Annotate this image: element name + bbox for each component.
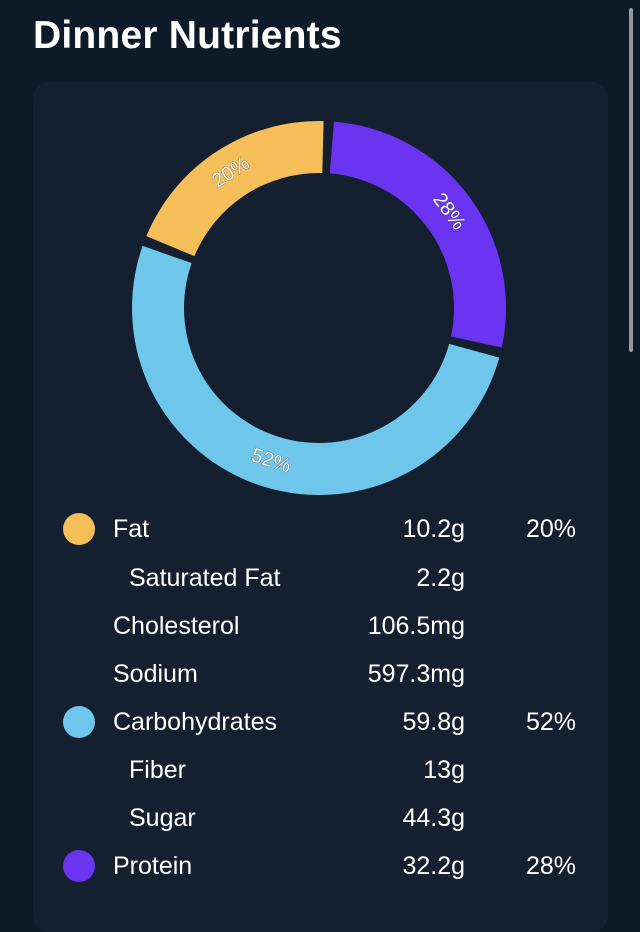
nutrient-row-protein: Protein 32.2g 28% [33, 846, 608, 886]
nutrient-label: Sugar [129, 804, 196, 832]
page-title: Dinner Nutrients [33, 14, 342, 57]
nutrient-row-fat: Fat 10.2g 20% [33, 509, 608, 549]
nutrient-row-cholesterol: Cholesterol 106.5mg [33, 606, 608, 646]
scrollbar[interactable] [629, 8, 633, 352]
nutrient-percent: 52% [525, 708, 576, 736]
nutrient-label: Fiber [129, 756, 186, 784]
nutrient-label: Protein [113, 852, 193, 880]
nutrient-label: Fat [113, 515, 150, 543]
nutrient-row-sodium: Sodium 597.3mg [33, 654, 608, 694]
nutrient-amount: 106.5mg [367, 612, 465, 640]
blue-circle-icon [63, 706, 95, 738]
nutrient-amount: 10.2g [402, 515, 465, 543]
yellow-circle-icon [63, 513, 95, 545]
nutrients-card: 28% 52% 20% Fat 10.2g 20% Saturated Fat 2.… [33, 82, 608, 932]
macro-donut-chart: 28%52%20% [132, 121, 506, 495]
nutrient-amount: 59.8g [402, 708, 465, 736]
nutrient-amount: 13g [423, 756, 465, 784]
purple-circle-icon [63, 850, 95, 882]
nutrient-row-carbohydrates: Carbohydrates 59.8g 52% [33, 702, 608, 742]
nutrient-label: Sodium [113, 660, 198, 688]
nutrient-amount: 2.2g [416, 564, 465, 592]
donut-slice-fat [146, 121, 324, 257]
nutrient-label: Cholesterol [113, 612, 240, 640]
nutrient-percent: 20% [525, 515, 576, 543]
donut-slice-carbohydrates [132, 245, 500, 495]
nutrient-amount: 597.3mg [367, 660, 465, 688]
nutrient-row-sugar: Sugar 44.3g [33, 798, 608, 838]
nutrient-percent: 28% [525, 852, 576, 880]
donut-slice-protein [329, 121, 506, 348]
nutrient-label: Carbohydrates [113, 708, 277, 736]
nutrient-label: Saturated Fat [129, 564, 281, 592]
nutrient-amount: 44.3g [402, 804, 465, 832]
nutrient-amount: 32.2g [402, 852, 465, 880]
nutrient-row-fiber: Fiber 13g [33, 750, 608, 790]
nutrient-row-saturated-fat: Saturated Fat 2.2g [33, 558, 608, 598]
